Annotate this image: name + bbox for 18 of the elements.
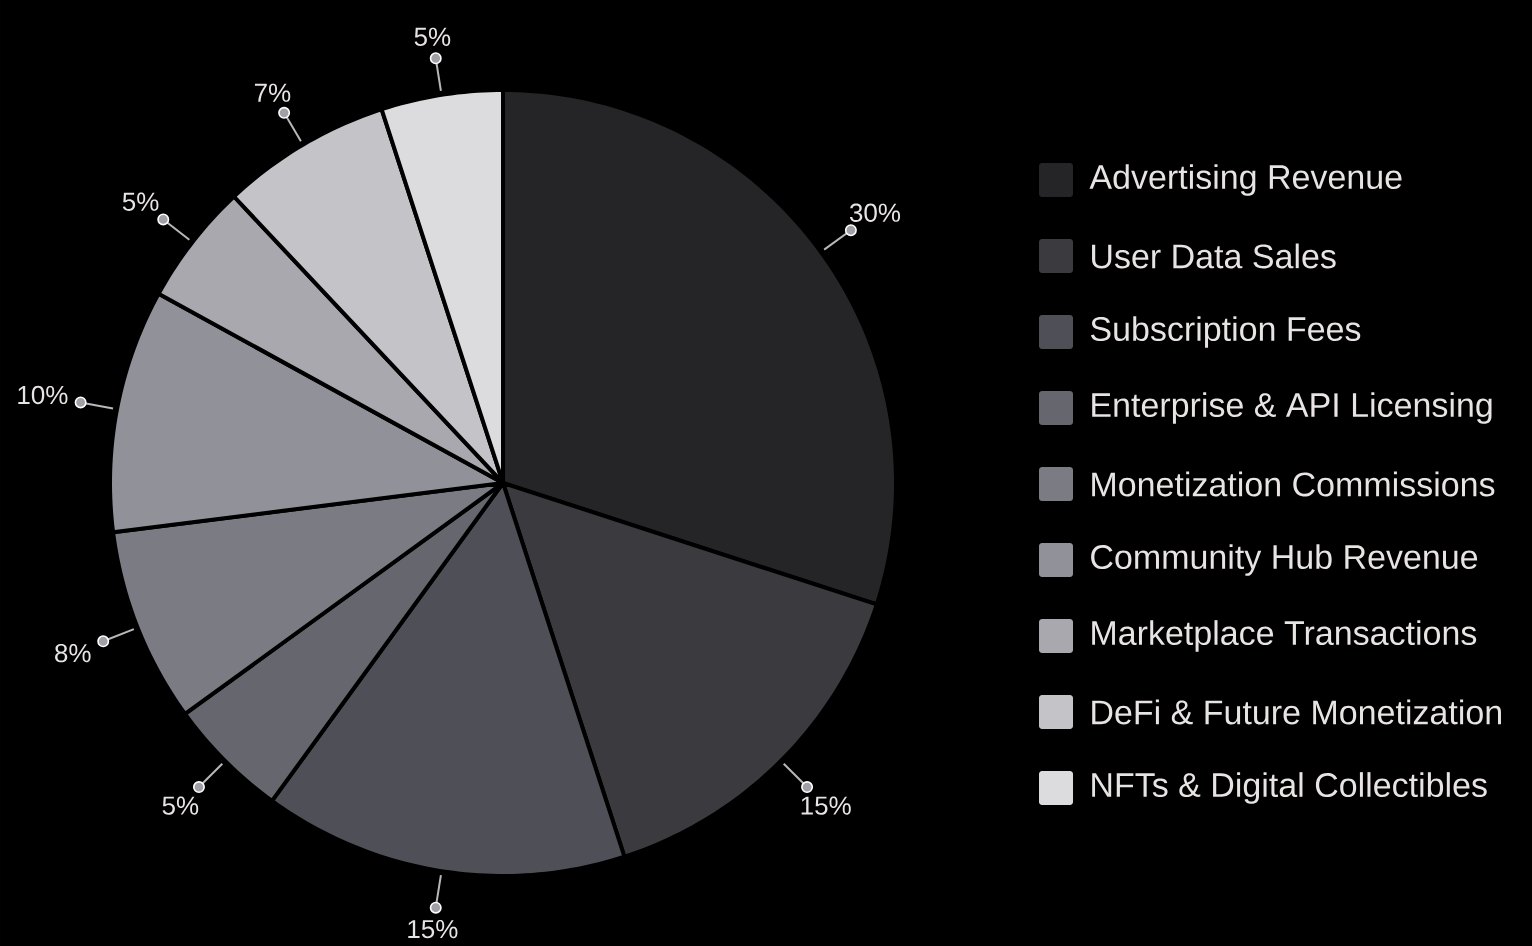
data-label: 5% [414,27,451,46]
data-label: 5% [162,796,199,815]
data-label: 15% [408,919,458,939]
legend-label: User Data Sales [1092,243,1336,269]
data-label: 5% [122,192,159,211]
data-label: 7% [254,83,291,102]
legend-label: Monetization Commissions [1092,471,1495,497]
legend-label: Enterprise & API Licensing [1092,392,1492,424]
legend-label: DeFi & Future Monetization [1092,699,1501,725]
data-label: 8% [55,643,91,663]
legend-label: Advertising Revenue [1089,164,1402,196]
data-label: 10% [18,385,68,405]
legend-label: Community Hub Revenue [1091,544,1478,576]
data-label: 30% [849,203,901,222]
legend-label: Marketplace Transactions [1092,620,1477,652]
legend-label: NFTs & Digital Collectibles [1092,772,1487,804]
data-label: 15% [801,796,851,815]
legend-label: Subscription Fees [1090,316,1361,348]
